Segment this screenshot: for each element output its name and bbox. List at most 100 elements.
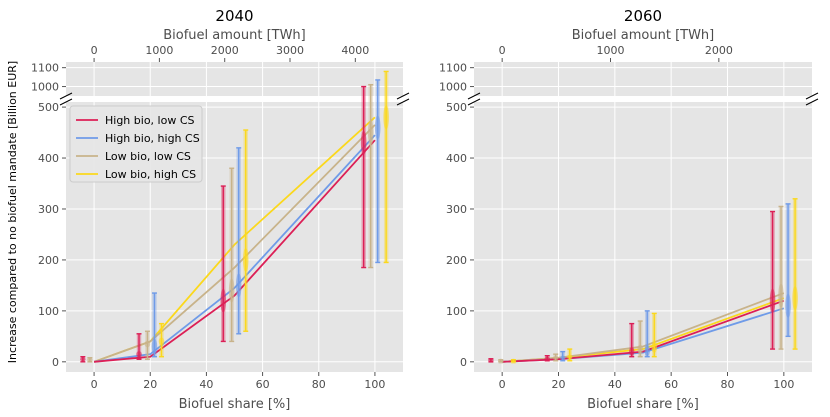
upper-panel xyxy=(474,62,812,96)
y-upper-tick-label: 1100 xyxy=(31,62,59,75)
range-median-blob xyxy=(637,344,643,354)
range-median-blob xyxy=(792,286,798,311)
x-tick-label: 40 xyxy=(199,378,213,391)
range-median-blob xyxy=(360,130,367,155)
range-marker xyxy=(497,358,504,364)
range-marker xyxy=(360,85,367,269)
series-line xyxy=(93,124,376,363)
range-marker xyxy=(552,353,559,362)
y-axis-label: Increase compared to no biofuel mandate … xyxy=(6,61,19,363)
range-marker xyxy=(87,357,93,363)
range-median-blob xyxy=(559,355,566,360)
top-axis-label: Biofuel amount [TWh] xyxy=(163,28,306,43)
x-tick-label: 0 xyxy=(499,378,506,391)
range-marker xyxy=(785,203,791,338)
y-tick-label: 300 xyxy=(38,203,59,216)
range-median-blob xyxy=(144,340,151,348)
top-tick-label: 0 xyxy=(91,44,98,57)
range-median-blob xyxy=(651,342,658,353)
x-tick-label: 100 xyxy=(364,378,385,391)
axis-break-mark xyxy=(467,92,481,100)
legend-box xyxy=(69,105,203,183)
y-tick-label: 500 xyxy=(38,101,59,114)
y-tick-label: 200 xyxy=(446,254,467,267)
range-marker xyxy=(383,70,389,264)
top-tick-label: 4000 xyxy=(341,44,369,57)
y-tick-label: 300 xyxy=(446,203,467,216)
x-tick-label: 60 xyxy=(256,378,270,391)
range-median-blob xyxy=(136,351,142,358)
range-marker xyxy=(559,350,566,362)
range-median-blob xyxy=(544,356,551,361)
axis-break-mark xyxy=(59,92,73,100)
range-marker xyxy=(367,83,374,269)
axis-break-mark xyxy=(396,92,410,100)
range-median-blob xyxy=(158,337,165,346)
range-median-blob xyxy=(644,345,651,357)
x-tick-label: 40 xyxy=(608,378,622,391)
chart-title: 2040 xyxy=(215,7,253,25)
top-tick-label: 0 xyxy=(499,44,506,57)
y-tick-label: 100 xyxy=(38,305,59,318)
y-tick-label: 0 xyxy=(460,356,467,369)
x-axis-label: Biofuel share [%] xyxy=(179,397,291,412)
range-median-blob xyxy=(151,338,158,355)
lower-panel xyxy=(474,102,812,372)
range-marker xyxy=(778,205,784,350)
top-tick-label: 1000 xyxy=(145,44,173,57)
x-tick-label: 20 xyxy=(143,378,157,391)
range-median-blob xyxy=(628,347,635,356)
range-marker xyxy=(151,292,158,358)
x-tick-label: 60 xyxy=(664,378,678,391)
x-axis-label: Biofuel share [%] xyxy=(587,397,699,412)
series-line xyxy=(93,134,376,363)
range-median-blob xyxy=(235,273,242,298)
y-tick-label: 500 xyxy=(446,101,467,114)
range-median-blob xyxy=(374,115,381,140)
range-marker xyxy=(769,210,776,350)
y-upper-tick-label: 1000 xyxy=(439,81,467,94)
series-line xyxy=(502,299,785,363)
legend-label: Low bio, low CS xyxy=(105,150,191,163)
range-median-blob xyxy=(367,120,374,145)
range-marker xyxy=(235,147,242,335)
range-marker xyxy=(220,185,227,343)
range-marker xyxy=(637,320,643,358)
axis-break-mark xyxy=(467,98,481,106)
range-median-blob xyxy=(769,288,776,313)
range-median-blob xyxy=(778,283,784,308)
range-median-blob xyxy=(785,293,791,318)
top-tick-label: 2000 xyxy=(211,44,239,57)
range-marker xyxy=(228,167,235,343)
range-median-blob xyxy=(228,278,235,303)
range-marker xyxy=(628,322,635,358)
range-marker xyxy=(158,322,165,358)
top-tick-label: 1000 xyxy=(597,44,625,57)
range-median-blob xyxy=(566,354,573,359)
range-median-blob xyxy=(80,357,86,362)
axis-break-mark xyxy=(59,98,73,106)
y-upper-tick-label: 1100 xyxy=(439,62,467,75)
range-marker xyxy=(488,358,494,363)
y-upper-tick-label: 1000 xyxy=(31,81,59,94)
series-line xyxy=(94,139,376,363)
range-marker xyxy=(651,312,658,358)
legend-label: High bio, low CS xyxy=(105,114,195,127)
range-marker xyxy=(242,129,249,332)
top-tick-label: 2000 xyxy=(705,44,733,57)
x-tick-label: 100 xyxy=(773,378,794,391)
y-tick-label: 200 xyxy=(38,254,59,267)
x-tick-label: 80 xyxy=(721,378,735,391)
range-median-blob xyxy=(220,288,227,313)
range-marker xyxy=(374,79,381,264)
x-tick-label: 80 xyxy=(312,378,326,391)
axis-break-mark xyxy=(805,92,819,100)
x-tick-label: 0 xyxy=(91,378,98,391)
range-median-blob xyxy=(552,355,559,360)
range-median-blob xyxy=(497,358,504,363)
range-median-blob xyxy=(242,247,249,272)
range-marker xyxy=(144,330,151,360)
range-marker xyxy=(792,198,798,350)
